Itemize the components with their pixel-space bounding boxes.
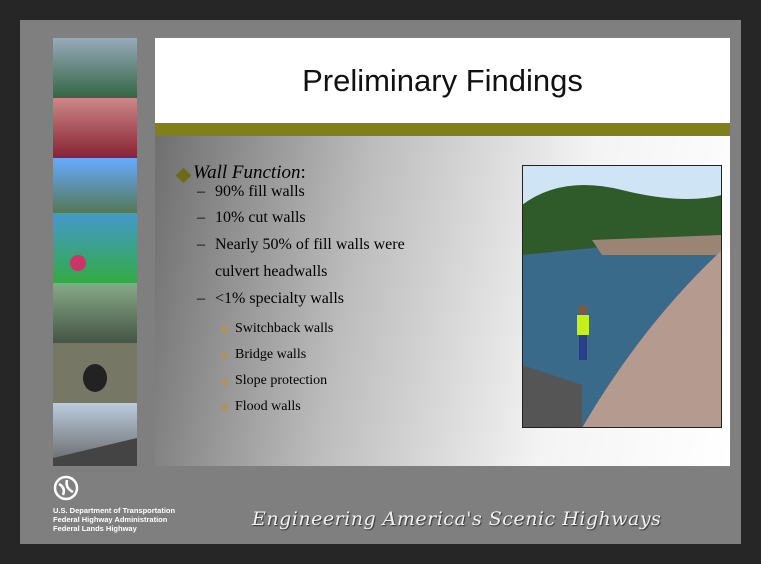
item-dash: – <box>197 209 205 227</box>
tagline: Engineering America's Scenic Highways <box>252 508 661 530</box>
page: Preliminary Findings Wall Function: –90%… <box>0 0 761 564</box>
agency-line: Federal Lands Highway <box>53 524 175 533</box>
accent-bar <box>155 123 730 136</box>
sub-bullet-item: Bridge walls <box>235 347 306 363</box>
sub-bullet-diamond <box>220 377 230 387</box>
sub-bullet-diamond <box>220 351 230 361</box>
bullet-item: 90% fill walls <box>215 178 305 205</box>
content-area: Wall Function: –90% fill walls–10% cut w… <box>155 136 730 466</box>
item-dash: – <box>197 236 205 254</box>
item-dash: – <box>197 183 205 201</box>
photo-seawall <box>522 165 722 428</box>
dot-logo <box>53 475 79 501</box>
sub-bullet-item: Slope protection <box>235 373 327 389</box>
sub-bullet-item: Flood walls <box>235 399 301 415</box>
photo-strip <box>53 38 137 466</box>
sub-bullet-diamond <box>220 403 230 413</box>
bullet-diamond <box>176 168 192 184</box>
sub-bullet-diamond <box>220 325 230 335</box>
sub-bullet-item: Switchback walls <box>235 321 333 337</box>
bullet-item: Nearly 50% of fill walls were culvert he… <box>215 231 405 285</box>
slide: Preliminary Findings Wall Function: –90%… <box>20 20 741 544</box>
bullet-item: 10% cut walls <box>215 204 306 231</box>
agency-line: U.S. Department of Transportation <box>53 506 175 515</box>
bullet-item: <1% specialty walls <box>215 285 344 312</box>
item-dash: – <box>197 290 205 308</box>
agency-line: Federal Highway Administration <box>53 515 175 524</box>
title-box: Preliminary Findings <box>155 38 730 123</box>
slide-title: Preliminary Findings <box>302 63 583 99</box>
